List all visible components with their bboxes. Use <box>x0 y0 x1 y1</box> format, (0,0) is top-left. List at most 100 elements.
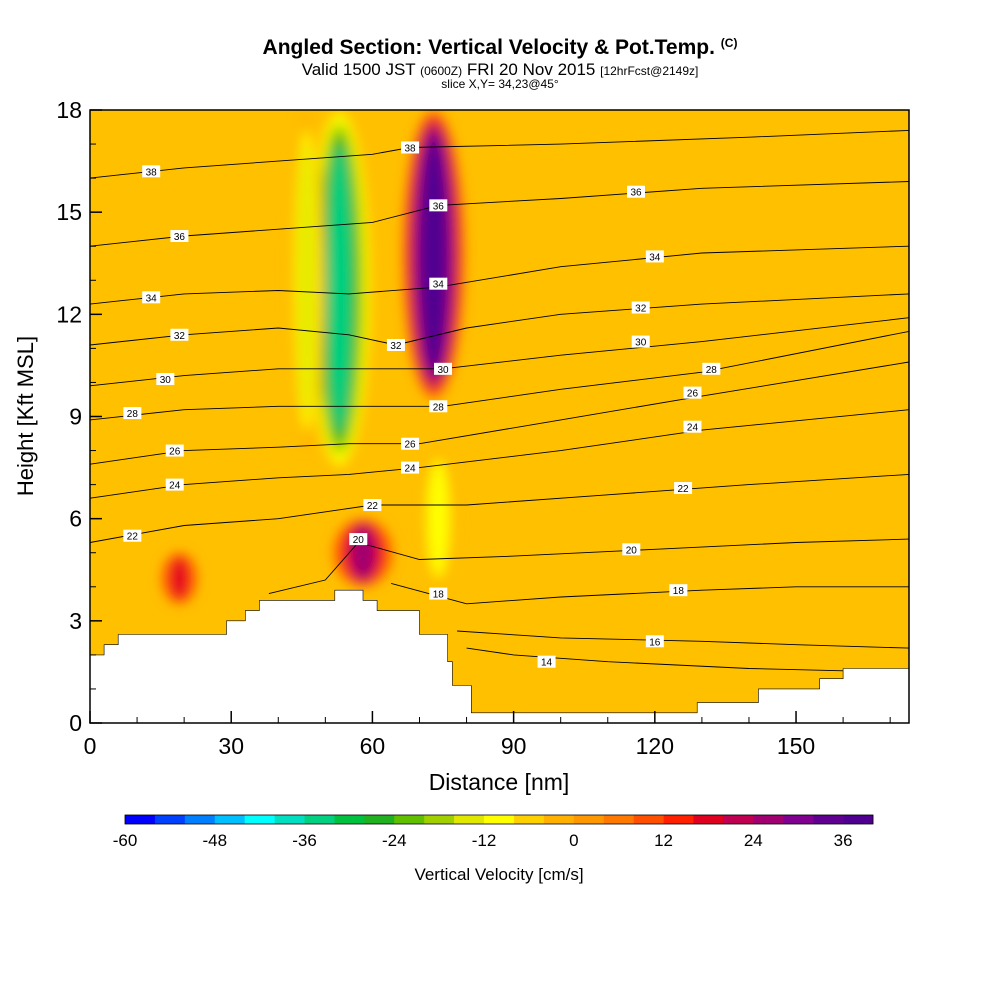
contour-label: 36 <box>174 232 186 243</box>
x-tick-label: 90 <box>501 733 527 759</box>
y-tick-label: 12 <box>56 301 82 327</box>
colorbar-swatch <box>424 815 455 824</box>
colorbar-swatch <box>154 815 186 824</box>
velocity-feature-downdraft <box>327 145 352 432</box>
contour-label: 22 <box>127 532 139 543</box>
y-tick-label: 15 <box>56 199 82 225</box>
colorbar-swatch <box>394 815 425 824</box>
velocity-feature-updraft <box>172 557 187 599</box>
contour-label-box <box>170 230 189 243</box>
contour-label: 24 <box>169 481 181 492</box>
contour-label-box <box>401 437 420 450</box>
y-axis-label: Height [Kft MSL] <box>13 336 38 496</box>
contour-label: 28 <box>127 409 139 420</box>
contour-label-box <box>156 373 175 386</box>
contour-label-box <box>631 335 650 348</box>
contour-label-box <box>429 199 448 212</box>
contour-label: 32 <box>174 331 186 342</box>
contour-label: 30 <box>437 365 449 376</box>
contour-label: 32 <box>390 341 402 352</box>
contour-label-box <box>683 386 702 399</box>
colorbar-tick-label: -48 <box>202 831 227 850</box>
chart-subtitle: Valid 1500 JST (0600Z) FRI 20 Nov 2015 [… <box>301 60 699 79</box>
contour-label: 26 <box>405 440 417 451</box>
x-tick-label: 150 <box>777 733 815 759</box>
colorbar-swatch <box>813 815 844 824</box>
y-tick-label: 18 <box>56 97 82 123</box>
theta-contour-line <box>466 647 891 673</box>
colorbar-swatch <box>484 815 515 824</box>
colorbar-swatch <box>843 815 874 824</box>
contour-label-box <box>537 655 556 668</box>
contour-label-box <box>429 400 448 413</box>
colorbar-swatch <box>334 815 365 824</box>
contour-label-box <box>645 635 664 648</box>
y-tick-label: 0 <box>69 710 82 736</box>
colorbar-swatch <box>573 815 605 824</box>
colorbar-swatch <box>125 815 156 824</box>
colorbar-swatch <box>663 815 694 824</box>
contour-label: 32 <box>635 304 647 315</box>
y-tick-label: 9 <box>69 404 82 430</box>
contour-label-box <box>386 338 405 351</box>
x-axis: 0 30 60 90 120 150 <box>84 711 891 759</box>
colorbar-swatch <box>244 815 275 824</box>
contour-label-box <box>674 482 693 495</box>
contour-label: 36 <box>630 188 642 199</box>
theta-contour-line <box>90 409 909 499</box>
theta-contour-line <box>268 538 909 595</box>
colorbar-swatch <box>603 815 634 824</box>
colorbar-swatch <box>364 815 395 824</box>
y-tick-label: 6 <box>69 506 82 532</box>
chart-titles: Angled Section: Vertical Velocity & Pot.… <box>0 0 1000 100</box>
contour-label-box <box>434 362 453 375</box>
contour-label: 28 <box>433 402 445 413</box>
contour-label: 34 <box>433 280 445 291</box>
colorbar-tick-label: -24 <box>382 831 407 850</box>
contour-label-box <box>401 141 420 154</box>
contour-label-box <box>631 301 650 314</box>
contour-label: 18 <box>433 590 445 601</box>
contour-label-box <box>363 499 382 512</box>
theta-contour-line <box>90 245 909 305</box>
theta-contour-line <box>90 181 909 247</box>
contour-label: 36 <box>433 201 445 212</box>
colorbar-swatch <box>633 815 664 824</box>
colorbar-tick-label: -36 <box>292 831 317 850</box>
contour-label: 30 <box>160 375 172 386</box>
colorbar: -60 -48 -36 -24 -12 0 12 24 36 <box>113 814 874 850</box>
contour-label-box <box>702 362 721 375</box>
colorbar-swatch <box>543 815 575 824</box>
contour-label: 24 <box>687 423 699 434</box>
x-tick-label: 30 <box>218 733 244 759</box>
colorbar-tick-label: 0 <box>569 831 578 850</box>
x-tick-label: 60 <box>360 733 386 759</box>
contour-label-box <box>170 328 189 341</box>
contour-label: 34 <box>146 293 158 304</box>
colorbar-swatch <box>753 815 784 824</box>
theta-contour-labels: 14 16 18 18 20 20 22 22 22 24 24 24 26 26 26 28 28 28 30 30… <box>123 141 721 669</box>
chart-title: Angled Section: Vertical Velocity & Pot.… <box>262 36 738 59</box>
colorbar-swatch <box>214 815 245 824</box>
colorbar-swatch <box>783 815 814 824</box>
velocity-feature-downdraft <box>431 464 446 574</box>
colorbar-label: Vertical Velocity [cm/s] <box>414 865 583 884</box>
contour-label: 38 <box>146 167 158 178</box>
contour-label: 30 <box>635 338 647 349</box>
velocity-feature-updraft <box>421 138 446 371</box>
contour-label: 22 <box>367 501 379 512</box>
contour-label: 14 <box>541 658 553 669</box>
theta-contour-line <box>391 582 909 605</box>
contour-label-box <box>142 165 161 178</box>
contour-label: 16 <box>649 637 661 648</box>
contour-label: 38 <box>405 143 417 154</box>
contour-label-box <box>165 444 184 457</box>
terrain <box>90 589 909 723</box>
y-tick-label: 3 <box>69 608 82 634</box>
x-tick-label: 0 <box>84 733 97 759</box>
colorbar-tick-label: -12 <box>472 831 497 850</box>
contour-label-box <box>142 291 161 304</box>
theta-contour-line <box>90 473 909 543</box>
contour-label: 22 <box>678 484 690 495</box>
colorbar-tick-label: -60 <box>113 831 138 850</box>
